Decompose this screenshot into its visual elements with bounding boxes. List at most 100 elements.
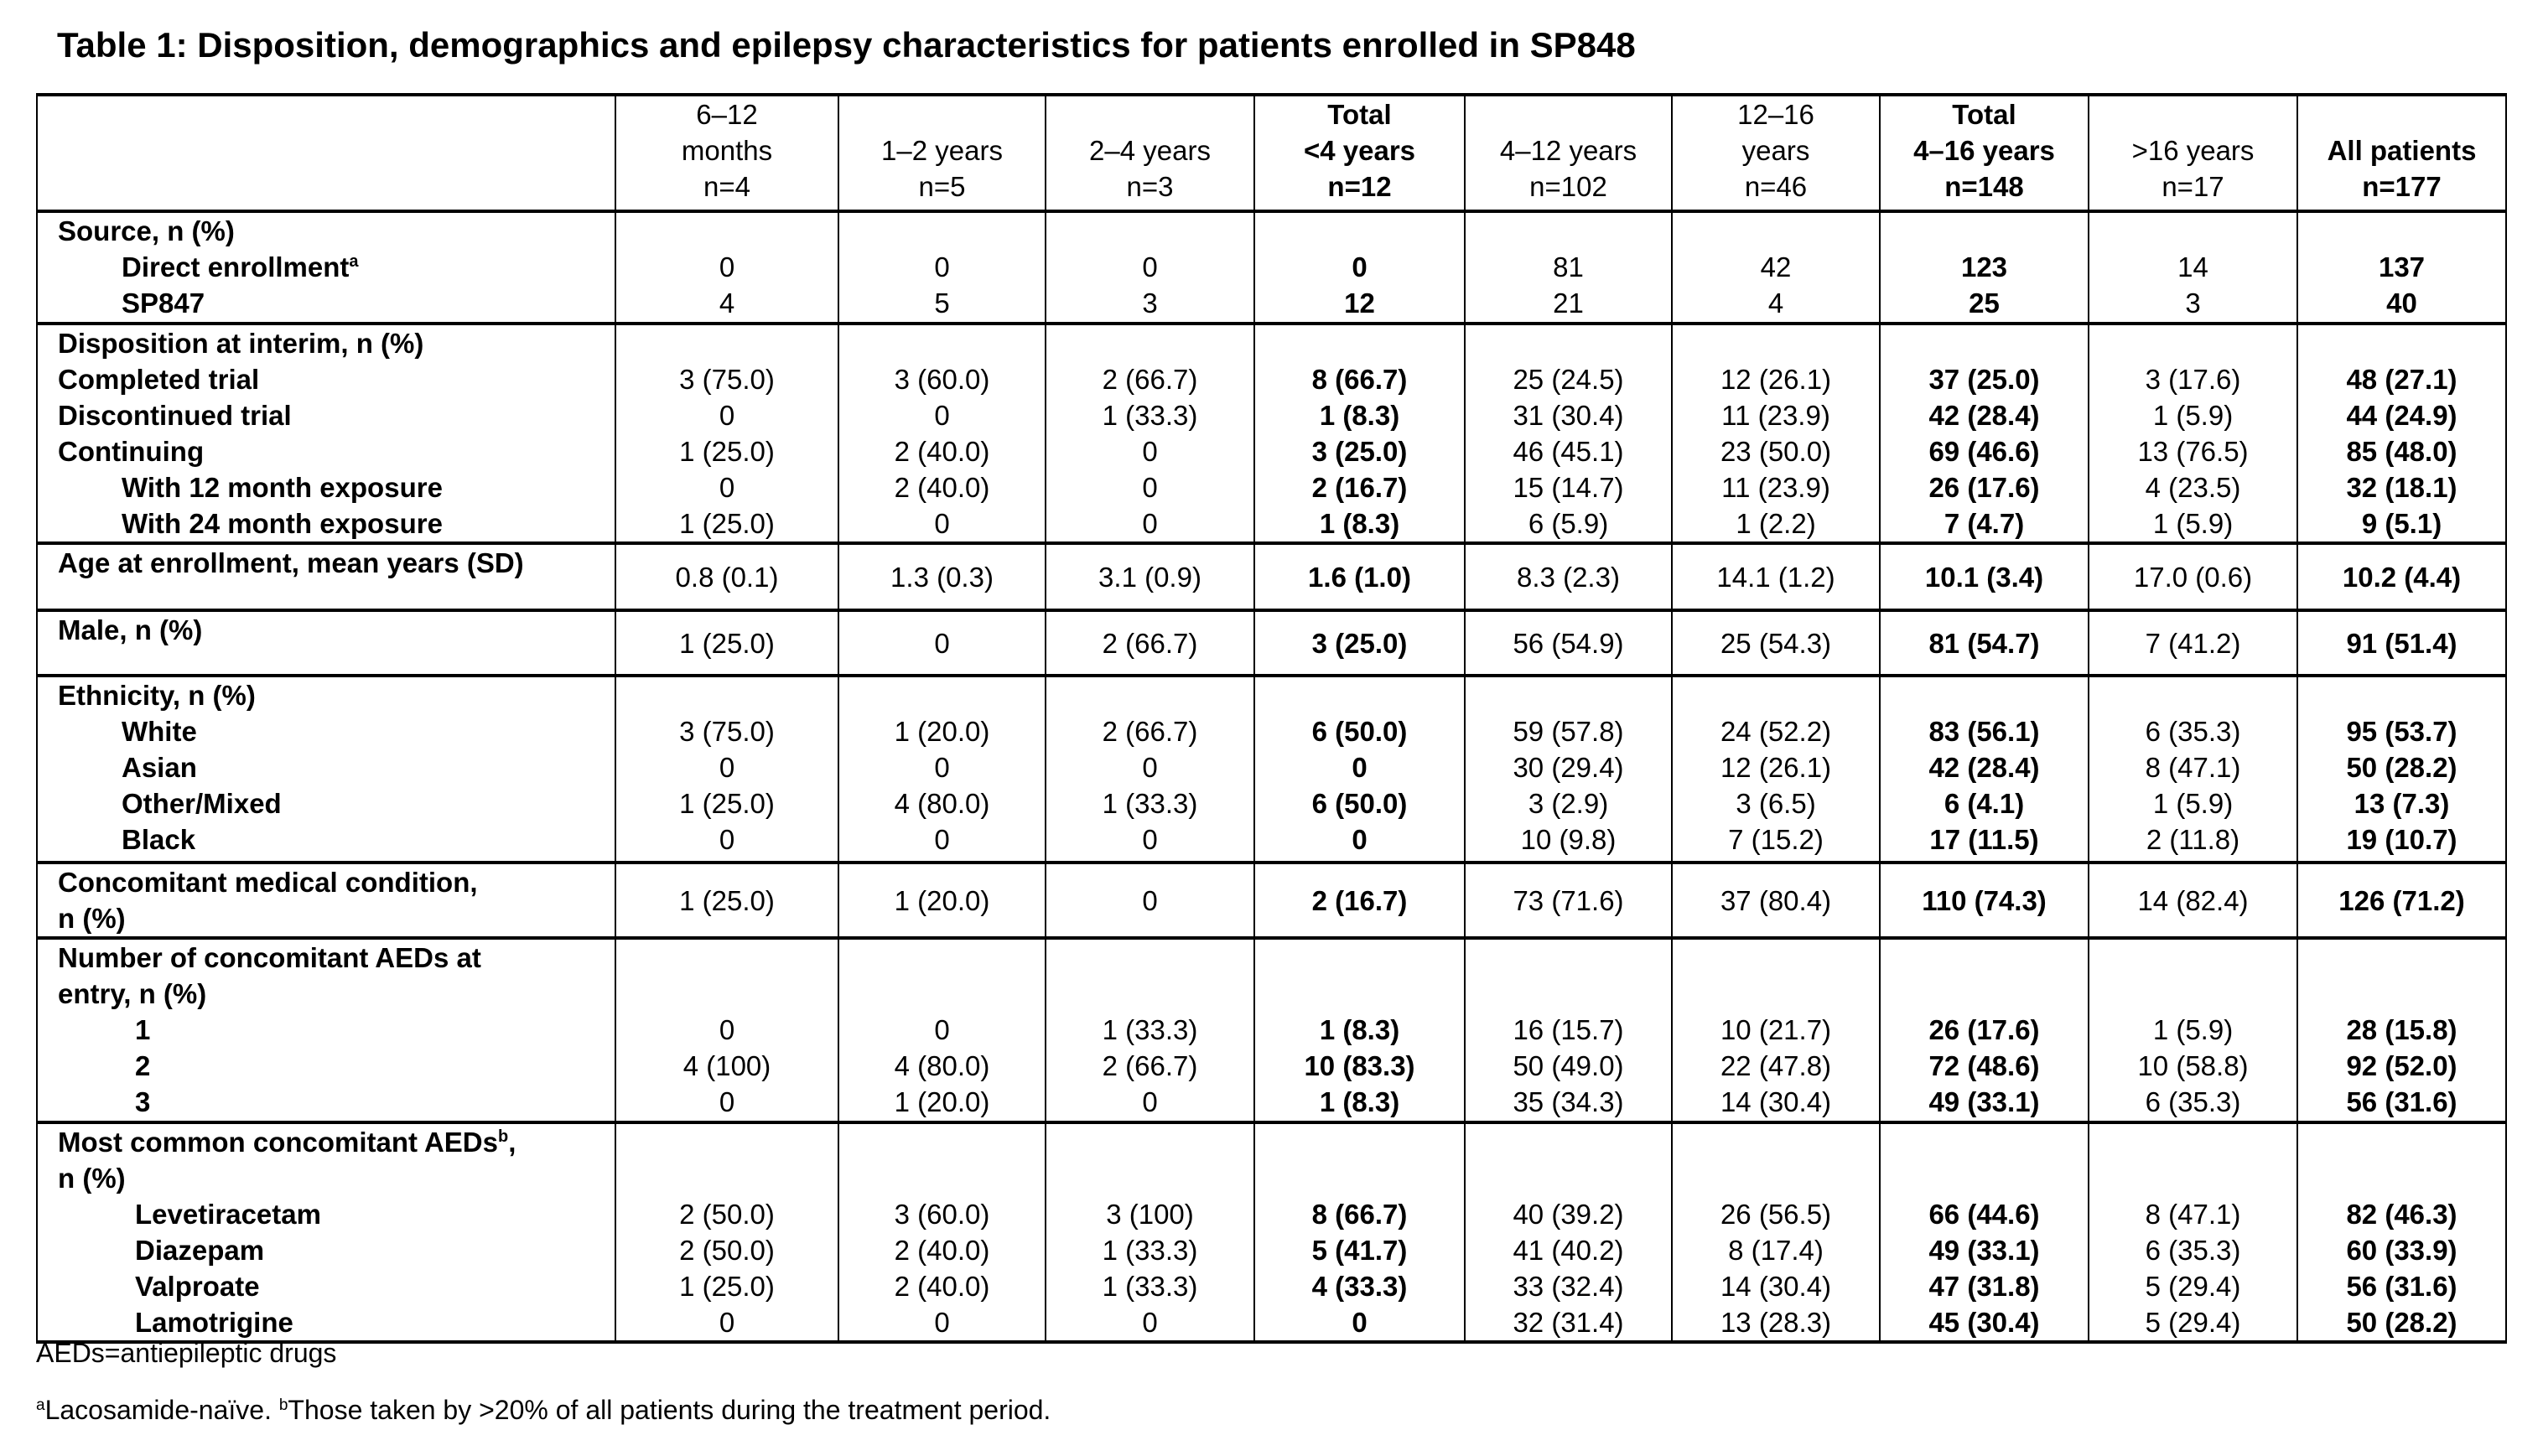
cell-value: 0 (1352, 251, 1368, 282)
row-label-cell: Age at enrollment, mean years (SD) (36, 541, 616, 612)
data-cell: 66 (44.6) 49 (33.1) 47 (31.8) 45 (30.4) (1879, 1121, 2089, 1344)
cell-value: 3 (2185, 288, 2201, 319)
row-label-text: Discontinued trial (58, 400, 292, 431)
cell-value: 2 (11.8) (2146, 824, 2240, 855)
cell-blank (2093, 677, 2293, 713)
cell-value: 3 (60.0) (894, 364, 990, 395)
cell-blank (843, 1124, 1041, 1160)
row-label-text: Source, n (%) (58, 215, 235, 246)
cell-value: 2 (40.0) (894, 436, 990, 467)
cell-value: 0 (719, 824, 735, 855)
cell-value: 81 (1553, 251, 1584, 282)
cell-value: 6 (50.0) (1311, 716, 1408, 747)
column-header: Total 4–16 years n=148 (1879, 93, 2089, 213)
cell-blank (1050, 976, 1250, 1012)
data-cell: 123 25 (1879, 210, 2089, 325)
data-cell: 16 (15.7) 50 (49.0) 35 (34.3) (1464, 936, 1673, 1124)
cell-value: 10 (83.3) (1304, 1050, 1415, 1081)
data-cell: 1 (33.3) 2 (66.7) 0 (1045, 936, 1255, 1124)
cell-value: 95 (53.7) (2346, 716, 2457, 747)
cell-blank (843, 976, 1041, 1012)
table-row-group: Age at enrollment, mean years (SD) 0.8 (0… (36, 541, 2507, 612)
cell-blank (843, 677, 1041, 713)
cell-value: 14 (2177, 251, 2208, 282)
row-label-cell: Male, n (%) (36, 609, 616, 677)
row-label-text: Direct enrollment (122, 251, 350, 282)
data-cell: 42 4 (1671, 210, 1881, 325)
cell-value: 49 (33.1) (1928, 1235, 2040, 1266)
row-label-cell: Concomitant medical condition, n (%) (36, 861, 616, 940)
cell-value: 10 (58.8) (2137, 1050, 2249, 1081)
cell-value: 1 (25.0) (679, 884, 775, 916)
cell-value: 0 (934, 1014, 950, 1045)
data-cell: 1 (20.0) 0 4 (80.0) 0 (838, 674, 1046, 864)
cell-value: 2 (16.7) (1311, 884, 1408, 916)
cell-value: 1 (25.0) (679, 627, 775, 659)
row-label: Valproate (58, 1268, 611, 1304)
cell-value: 73 (71.6) (1513, 884, 1624, 916)
cell-value: 50 (28.2) (2346, 752, 2457, 783)
cell-value: 0 (1142, 472, 1158, 503)
cell-value: 47 (31.8) (1928, 1271, 2040, 1302)
cell-value: 1 (25.0) (679, 788, 775, 819)
row-label-text: Male, n (%) (58, 614, 203, 645)
cell-value: 1 (25.0) (679, 436, 775, 467)
data-cell: 83 (56.1) 42 (28.4) 6 (4.1) 17 (11.5) (1879, 674, 2089, 864)
data-cell: 8.3 (2.3) (1464, 541, 1673, 612)
cell-value: 0 (934, 251, 950, 282)
cell-value: 21 (1553, 288, 1584, 319)
data-cell: 1 (25.0) (615, 861, 839, 940)
column-header-line: Total (1327, 99, 1392, 130)
cell-value: 83 (56.1) (1928, 716, 2040, 747)
cell-value: 33 (32.4) (1513, 1271, 1624, 1302)
column-header-line: 4–16 years (1913, 135, 2055, 166)
row-label-text: Black (122, 824, 196, 855)
cell-blank (620, 1124, 834, 1160)
data-cell: 3 (75.0) 0 1 (25.0) 0 1 (25.0) (615, 322, 839, 545)
cell-blank (1259, 213, 1461, 249)
cell-value: 25 (1969, 288, 2000, 319)
data-cell: 6 (35.3) 8 (47.1) 1 (5.9) 2 (11.8) (2088, 674, 2298, 864)
cell-value: 4 (23.5) (2145, 472, 2241, 503)
cell-blank (1469, 213, 1668, 249)
cell-value: 3 (100) (1106, 1199, 1194, 1230)
row-label-suffix: , (508, 1127, 516, 1158)
cell-blank (1050, 677, 1250, 713)
row-label: n (%) (58, 900, 611, 936)
data-cell: 6 (50.0) 0 6 (50.0) 0 (1253, 674, 1466, 864)
data-cell: 3 (75.0) 0 1 (25.0) 0 (615, 674, 839, 864)
row-label-text: 3 (135, 1086, 151, 1117)
data-cell: 81 21 (1464, 210, 1673, 325)
cell-value: 3 (25.0) (1311, 627, 1408, 659)
cell-blank (2302, 677, 2502, 713)
cell-value: 12 (26.1) (1720, 752, 1832, 783)
cell-blank (1259, 1124, 1461, 1160)
cell-blank (1884, 976, 2084, 1012)
row-label-text: With 12 month exposure (122, 472, 443, 503)
data-cell: 2 (66.7) (1045, 609, 1255, 677)
cell-value: 8 (47.1) (2145, 1199, 2241, 1230)
row-label-text: With 24 month exposure (122, 508, 443, 539)
cell-value: 16 (15.7) (1513, 1014, 1624, 1045)
column-header-line: All patients (2327, 135, 2477, 166)
cell-value: 92 (52.0) (2346, 1050, 2457, 1081)
cell-value: 0 (934, 1307, 950, 1338)
cell-blank (1884, 940, 2084, 976)
cell-blank (2093, 1124, 2293, 1160)
cell-blank (1469, 1160, 1668, 1196)
cell-value: 0 (719, 472, 735, 503)
column-header-line: >16 years (2131, 135, 2255, 166)
data-cell: 1.6 (1.0) (1253, 541, 1466, 612)
row-label-text: entry, n (%) (58, 978, 207, 1009)
cell-value: 23 (50.0) (1720, 436, 1832, 467)
column-header-line: n=17 (2162, 171, 2224, 202)
row-label-text: SP847 (122, 288, 205, 319)
cell-blank (620, 325, 834, 361)
cell-value: 1 (33.3) (1102, 788, 1198, 819)
cell-blank (1884, 677, 2084, 713)
cell-value: 19 (10.7) (2346, 824, 2457, 855)
cell-value: 81 (54.7) (1928, 627, 2040, 659)
data-cell: 81 (54.7) (1879, 609, 2089, 677)
